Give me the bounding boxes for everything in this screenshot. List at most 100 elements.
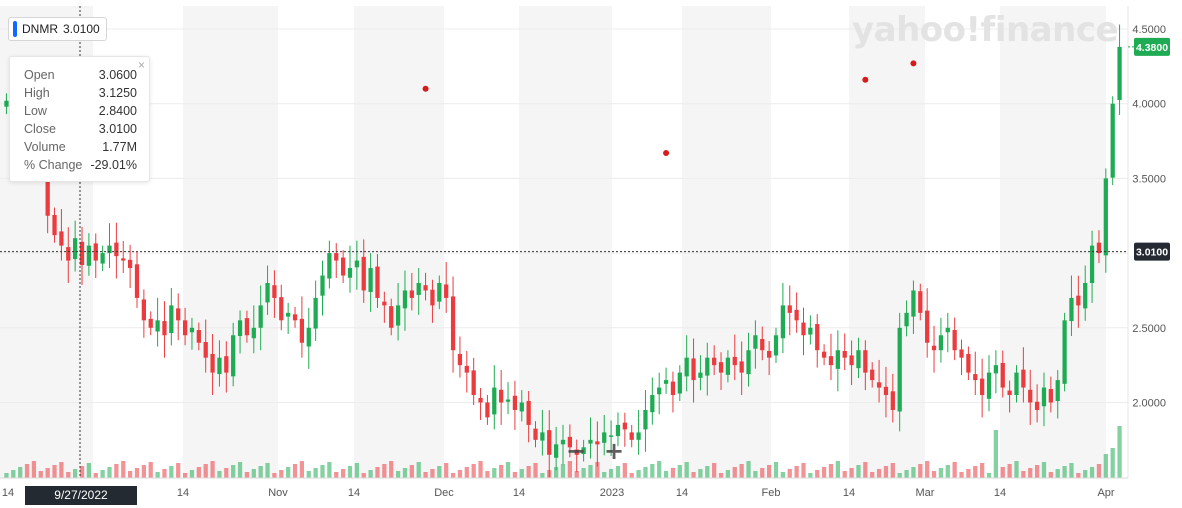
volume-bar — [354, 463, 359, 478]
event-dot — [422, 85, 429, 92]
volume-bar — [1034, 465, 1040, 478]
candle-body — [251, 327, 256, 339]
volume-bar — [313, 468, 318, 478]
volume-bar — [1062, 466, 1067, 478]
candle-body — [1117, 46, 1122, 100]
candle-body — [416, 282, 421, 295]
volume-bar — [402, 468, 408, 478]
candle-body — [801, 322, 806, 336]
volume-bar — [286, 467, 291, 478]
volume-bar — [773, 462, 779, 478]
candle-body — [73, 238, 78, 260]
volume-bar — [86, 463, 92, 478]
candle-body — [746, 350, 751, 375]
volume-bar — [842, 471, 847, 478]
x-tick-label: 14 — [843, 487, 855, 499]
volume-bar — [753, 471, 758, 478]
volume-bar — [794, 466, 799, 478]
y-tick-label: 4.5000 — [1132, 24, 1166, 36]
candle-body — [698, 372, 703, 378]
volume-bar — [1076, 473, 1081, 478]
volume-bar — [918, 464, 923, 478]
volume-bar — [121, 461, 126, 478]
candle-body — [457, 353, 463, 366]
volume-bar — [622, 463, 627, 478]
volume-bar — [931, 471, 937, 478]
ohlc-label: High — [24, 86, 50, 100]
volume-bar — [581, 468, 586, 478]
ohlc-label: Open — [24, 68, 55, 82]
candle-body — [382, 301, 387, 306]
volume-bar — [540, 473, 545, 478]
candle-body — [794, 309, 799, 321]
candle-body — [712, 357, 717, 366]
volume-bar — [155, 472, 160, 478]
candle-body — [519, 402, 524, 412]
candle-body — [176, 308, 181, 321]
volume-bar — [712, 463, 717, 478]
candle-body — [815, 324, 820, 351]
zoom-in-button[interactable]: + — [604, 437, 625, 465]
x-tick-label: Apr — [1097, 487, 1114, 499]
month-band — [1000, 6, 1106, 478]
ohlc-tooltip: × Open 3.0600 High 3.1250 Low 2.8400 Clo… — [9, 56, 150, 182]
candle-body — [1048, 389, 1053, 403]
volume-bar — [966, 469, 971, 478]
candle-body — [952, 330, 957, 351]
volume-bar — [629, 473, 634, 478]
crosshair-price-label: 3.0100 — [1136, 247, 1168, 259]
ohlc-label: Volume — [24, 140, 66, 154]
volume-bar — [883, 466, 889, 478]
zoom-out-button[interactable]: − — [566, 437, 587, 465]
candle-body — [732, 356, 737, 366]
candles-group — [4, 24, 1122, 478]
volume-bar — [904, 470, 909, 478]
ohlc-row-volume: Volume 1.77M — [24, 140, 137, 158]
ohlc-row-change: % Change -29.01% — [24, 158, 137, 176]
candle-body — [876, 382, 882, 388]
candle-body — [292, 314, 298, 321]
candle-body — [1069, 297, 1074, 322]
candle-body — [670, 381, 676, 396]
candle-body — [945, 327, 950, 333]
volume-bar — [698, 469, 703, 478]
volume-bar — [162, 469, 167, 478]
candle-body — [265, 282, 270, 303]
candle-body — [52, 215, 57, 236]
candle-body — [1034, 401, 1040, 410]
volume-bar — [739, 464, 744, 478]
candle-body — [258, 305, 263, 328]
candle-body — [629, 432, 634, 440]
volume-bar — [169, 466, 174, 478]
candle-body — [925, 310, 930, 343]
series-color-swatch — [13, 21, 17, 37]
volume-bar — [471, 464, 476, 478]
candle-body — [938, 335, 944, 351]
volume-bar — [66, 472, 71, 478]
candle-body — [842, 350, 847, 358]
candle-body — [663, 380, 669, 384]
candle-body — [395, 305, 401, 326]
candle-body — [684, 357, 689, 377]
candle-body — [1076, 295, 1081, 306]
volume-bar — [320, 465, 325, 478]
candle-body — [966, 353, 971, 373]
volume-bar — [375, 467, 380, 478]
volume-bar — [203, 464, 208, 478]
volume-bar — [980, 463, 985, 478]
volume-bar — [59, 462, 64, 478]
candle-body — [182, 320, 188, 336]
volume-bar — [210, 461, 215, 478]
close-icon[interactable]: × — [137, 58, 145, 72]
candle-body — [505, 399, 511, 402]
volume-bar — [691, 472, 696, 478]
x-tick-label: 14 — [513, 487, 525, 499]
volume-bar — [292, 464, 298, 478]
candle-body — [608, 435, 614, 437]
candle-body — [1014, 372, 1019, 396]
candle-body — [464, 365, 469, 373]
candle-body — [196, 330, 201, 343]
candle-body — [931, 345, 937, 351]
volume-bar — [492, 468, 497, 478]
